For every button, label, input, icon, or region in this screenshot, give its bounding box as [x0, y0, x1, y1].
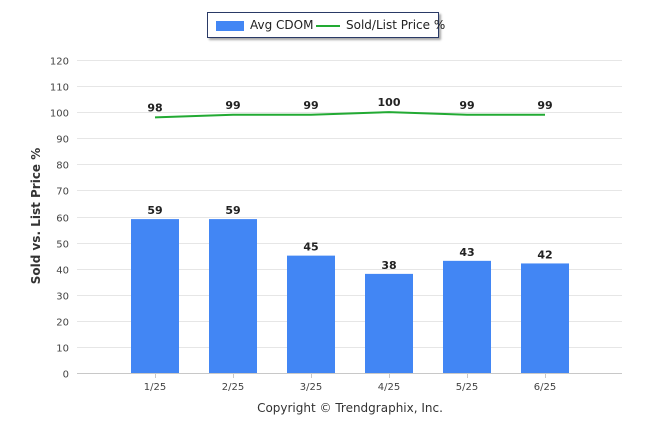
line-series — [154, 111, 545, 119]
line-data-label: 100 — [378, 96, 401, 109]
line-swatch-icon — [316, 25, 340, 27]
y-tick-label: 40 — [56, 266, 69, 277]
bar — [443, 260, 491, 373]
bar-data-label: 42 — [537, 248, 552, 261]
line-data-label: 99 — [537, 99, 552, 112]
bar — [131, 219, 179, 373]
x-tick-label: 4/25 — [378, 382, 400, 393]
x-tick-label: 1/25 — [144, 382, 166, 393]
bar-data-label: 45 — [303, 241, 318, 254]
bar — [521, 263, 569, 373]
y-tick-label: 100 — [50, 109, 69, 120]
y-tick-label: 30 — [56, 292, 69, 303]
bar — [287, 255, 335, 373]
bar — [365, 273, 413, 373]
y-tick-label: 60 — [56, 214, 69, 225]
y-tick-label: 20 — [56, 318, 69, 329]
bar-data-label: 59 — [147, 204, 162, 217]
bar-data-label: 43 — [459, 246, 474, 259]
line-data-label: 99 — [459, 99, 474, 112]
y-tick-label: 0 — [63, 370, 69, 381]
line-data-label: 99 — [303, 99, 318, 112]
x-tick-label: 6/25 — [534, 382, 556, 393]
y-tick-label: 120 — [50, 57, 69, 68]
line-data-label: 98 — [147, 101, 162, 114]
copyright-credit: Copyright © Trendgraphix, Inc. — [257, 401, 443, 415]
legend-label-bar: Avg CDOM — [250, 18, 314, 32]
bar-data-label: 59 — [225, 204, 240, 217]
y-tick-label: 50 — [56, 240, 69, 251]
legend-label-line: Sold/List Price % — [346, 18, 446, 32]
legend: Avg CDOM Sold/List Price % — [207, 12, 445, 38]
x-tick-label: 5/25 — [456, 382, 478, 393]
line-data-label: 99 — [225, 99, 240, 112]
y-tick-label: 90 — [56, 135, 69, 146]
bar-data-label: 38 — [381, 259, 396, 272]
y-tick-label: 10 — [56, 344, 69, 355]
y-tick-label: 70 — [56, 187, 69, 198]
x-tick-label: 2/25 — [222, 382, 244, 393]
y-tick-label: 80 — [56, 161, 69, 172]
bar-swatch-icon — [216, 21, 244, 31]
y-axis-label: Sold vs. List Price % — [29, 147, 43, 285]
bar — [209, 219, 257, 373]
y-tick-label: 110 — [50, 83, 69, 94]
x-tick-label: 3/25 — [300, 382, 322, 393]
